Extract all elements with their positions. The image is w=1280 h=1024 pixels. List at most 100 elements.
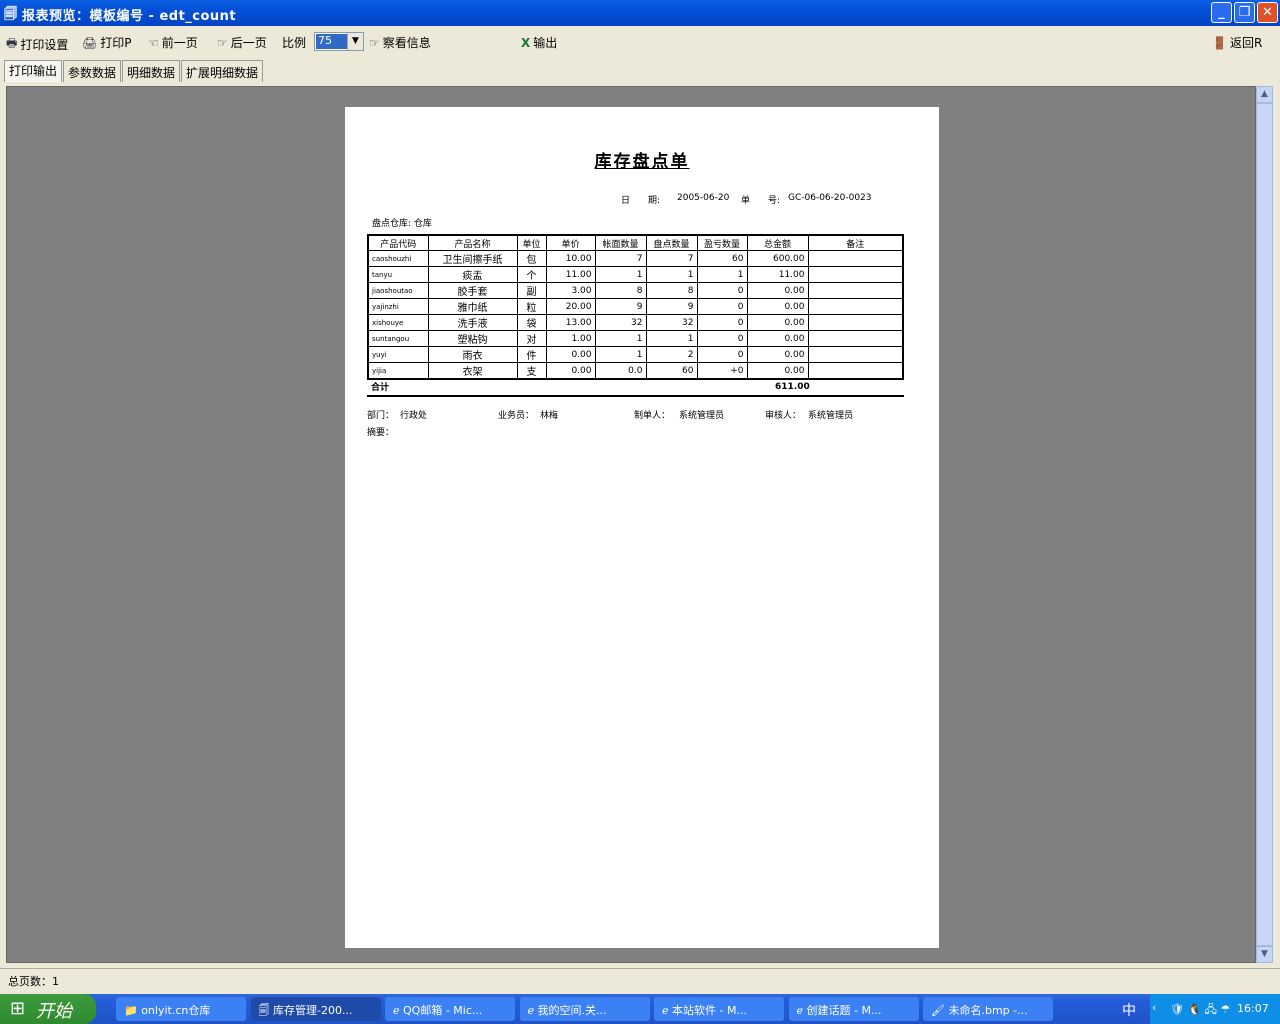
hand-right-icon: ☞	[369, 35, 380, 50]
prev-page-button[interactable]: ☜ 前一页	[148, 34, 198, 51]
close-button[interactable]: ✕	[1257, 2, 1278, 23]
table-cell: 包	[516, 250, 547, 268]
taskbar-item[interactable]: ℯ QQ邮箱 - Mic...	[385, 997, 515, 1021]
next-label: 后一页	[230, 36, 267, 50]
taskbar-item[interactable]: 🗐 库存管理-200...	[250, 997, 381, 1021]
start-label: 开始	[36, 1001, 72, 1022]
column-header: 备注	[807, 234, 904, 252]
table-cell: 8	[594, 282, 647, 300]
tray-icons[interactable]: 🛡 🐧 🖧 ☂	[1170, 1003, 1231, 1016]
table-cell	[807, 250, 904, 268]
window-title: 报表预览：模板编号 - edt_count	[22, 9, 237, 24]
column-header: 产品名称	[427, 234, 518, 252]
taskbar-item[interactable]: 🖌 未命名.bmp -...	[923, 997, 1053, 1021]
table-cell: 0	[696, 282, 748, 300]
column-header: 盘点数量	[645, 234, 698, 252]
warehouse: 盘点仓库: 仓库	[372, 219, 432, 229]
column-header: 总金额	[746, 234, 809, 252]
scale-select[interactable]: 75 ▼	[314, 32, 364, 51]
table-cell: suntangou	[367, 330, 429, 348]
table-cell: 32	[645, 314, 698, 332]
dept-label: 部门：	[367, 411, 395, 421]
table-cell: 0.00	[746, 314, 809, 332]
table-cell: 1.00	[545, 330, 596, 348]
clerk-value: 林梅	[540, 411, 559, 421]
date-label: 日 期:	[621, 196, 661, 206]
table-cell: 9	[645, 298, 698, 316]
table-cell: 7	[594, 250, 647, 268]
column-header: 盈亏数量	[696, 234, 748, 252]
table-cell: 10.00	[545, 250, 596, 268]
table-cell: 0	[696, 314, 748, 332]
divider	[367, 395, 904, 397]
table-cell	[807, 330, 904, 348]
table-cell: 衣架	[427, 362, 518, 380]
printer-icon: 🖨	[82, 35, 98, 50]
taskbar-item[interactable]: 📁 onlyit.cn仓库	[116, 997, 246, 1021]
next-page-button[interactable]: ☞ 后一页	[217, 34, 267, 51]
scale-label: 比例	[282, 36, 307, 50]
column-header: 产品代码	[367, 234, 429, 252]
scroll-up-icon[interactable]: ▲	[1256, 86, 1273, 103]
auditor-label: 审核人：	[765, 411, 802, 421]
table-cell	[807, 314, 904, 332]
table-cell: xishouye	[367, 314, 429, 332]
report-icon: 🗐	[258, 1004, 273, 1017]
taskbar-item[interactable]: ℯ 我的空间.关...	[519, 997, 650, 1021]
report-title: 库存盘点单	[594, 152, 690, 172]
vertical-scrollbar[interactable]: ▲ ▼	[1256, 86, 1273, 963]
table-cell: 0.00	[746, 298, 809, 316]
tab-detail-data[interactable]: 明细数据	[122, 60, 181, 82]
view-info-button[interactable]: ☞ 察看信息	[369, 34, 431, 51]
back-label: 返回R	[1229, 36, 1263, 50]
table-cell: 0.00	[746, 362, 809, 380]
app-icon: 🗐	[4, 7, 17, 22]
ime-indicator[interactable]: 中	[1122, 1003, 1136, 1019]
folder-icon: 📁	[124, 1004, 142, 1017]
table-cell: 60	[696, 250, 748, 268]
scale-value: 75	[316, 34, 347, 49]
tray-expand-icon[interactable]: ‹	[1152, 1001, 1157, 1014]
table-cell	[807, 266, 904, 284]
system-tray: 中 ‹ 🛡 🐧 🖧 ☂ 16:07	[1122, 994, 1280, 1024]
chevron-down-icon[interactable]: ▼	[347, 33, 363, 50]
maker-value: 系统管理员	[679, 411, 725, 421]
table-cell	[807, 346, 904, 364]
start-button[interactable]: ⊞ 开始	[0, 994, 96, 1024]
table-cell: 1	[594, 346, 647, 364]
status-bar: 总页数：1	[0, 968, 1280, 990]
prev-label: 前一页	[161, 36, 198, 50]
taskbar-item[interactable]: ℯ 创建话题 - M...	[788, 997, 919, 1021]
table-row: tanyu 痰盂个 11.00 1 1 1 11.00	[367, 266, 904, 284]
table-cell: 32	[594, 314, 647, 332]
tab-print-output[interactable]: 打印输出	[4, 60, 63, 82]
print-setup-button[interactable]: 🖶 打印设置	[6, 34, 68, 55]
table-cell: 20.00	[545, 298, 596, 316]
tab-extended-detail-data[interactable]: 扩展明细数据	[181, 60, 264, 82]
page-count: 总页数：1	[8, 975, 59, 988]
taskbar-item[interactable]: ℯ 本站软件 - M...	[654, 997, 784, 1021]
taskbar-item-label: 本站软件 - M...	[672, 1004, 747, 1017]
tab-param-data[interactable]: 参数数据	[63, 60, 122, 82]
clock: 16:07	[1237, 1002, 1269, 1015]
minimize-button[interactable]: _	[1211, 2, 1232, 23]
taskbar-item-label: 我的空间.关...	[537, 1004, 607, 1017]
scroll-down-icon[interactable]: ▼	[1256, 946, 1273, 963]
table-cell: 0.00	[545, 362, 596, 380]
auditor-value: 系统管理员	[808, 411, 854, 421]
date-value: 2005-06-20	[677, 193, 730, 203]
total-value: 611.00	[775, 382, 810, 392]
back-button[interactable]: 🚪 返回R	[1212, 34, 1262, 51]
export-button[interactable]: X 输出	[521, 34, 557, 51]
scroll-thumb[interactable]	[1256, 103, 1273, 946]
print-button[interactable]: 🖨 打印P	[82, 34, 131, 51]
table-cell: 洗手液	[427, 314, 518, 332]
table-cell: 11.00	[545, 266, 596, 284]
taskbar: ⊞ 开始 📁 onlyit.cn仓库 🗐 库存管理-200... ℯ QQ邮箱 - M…	[0, 994, 1280, 1024]
excel-icon: X	[521, 35, 531, 50]
restore-button[interactable]: ❐	[1234, 2, 1255, 23]
printer-setup-icon: 🖶	[6, 36, 18, 50]
table-cell: 塑粘钩	[427, 330, 518, 348]
table-cell: 卫生间擦手纸	[427, 250, 518, 268]
table-cell: 粒	[516, 298, 547, 316]
